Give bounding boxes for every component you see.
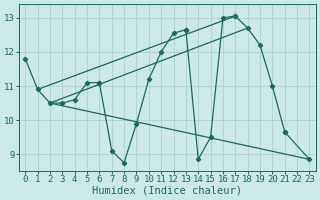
X-axis label: Humidex (Indice chaleur): Humidex (Indice chaleur) bbox=[92, 186, 242, 196]
